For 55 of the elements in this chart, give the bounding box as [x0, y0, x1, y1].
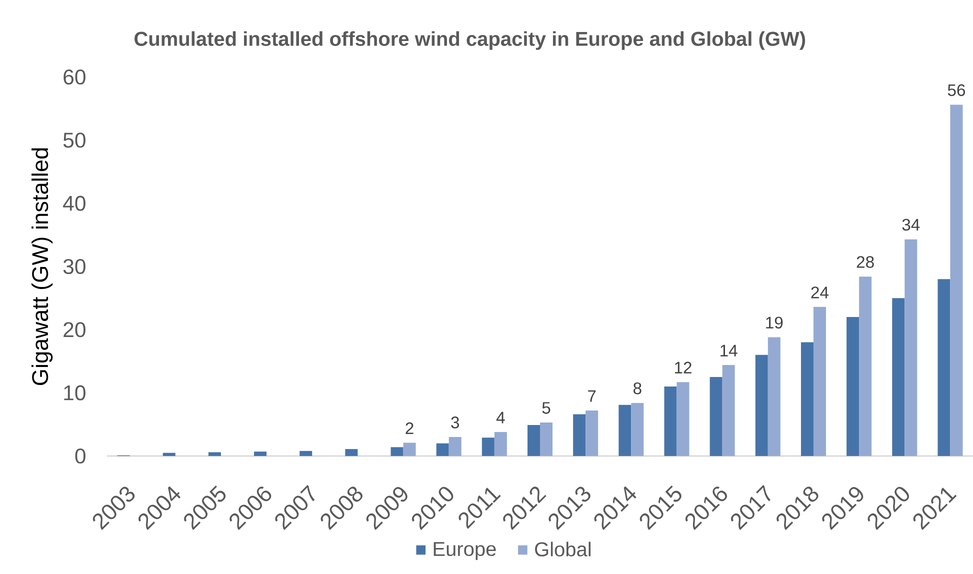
y-tick-label: 40 [63, 196, 86, 211]
bar [482, 438, 494, 456]
bar [631, 402, 644, 456]
legend-label: Europe [434, 542, 496, 560]
bar [254, 452, 267, 456]
y-tick-label: 50 [63, 132, 86, 148]
y-tick-label: 20 [64, 322, 86, 338]
bar [938, 279, 950, 456]
bar [664, 386, 677, 456]
bar [586, 410, 598, 456]
data-label: 4 [496, 412, 505, 424]
y-tick-label: 0 [75, 448, 86, 464]
bar [528, 425, 540, 456]
bar [618, 404, 632, 456]
data-label: 7 [588, 390, 596, 402]
y-tick-label: 10 [64, 385, 86, 400]
y-tick-label: 30 [63, 258, 86, 274]
data-label: 19 [766, 316, 783, 329]
bar [768, 337, 780, 456]
data-label: 34 [902, 218, 920, 231]
bar [892, 298, 905, 456]
bar [846, 317, 860, 456]
data-label: 12 [675, 362, 692, 374]
legend-label: Global [535, 542, 590, 556]
data-label: 56 [948, 84, 966, 96]
data-label: 8 [634, 382, 642, 394]
bar [813, 306, 826, 456]
bar [300, 450, 312, 456]
bar [540, 422, 553, 456]
bar [448, 437, 462, 456]
bar [390, 447, 404, 456]
bar [676, 382, 690, 456]
y-axis-title: Gigawatt (GW) installed [31, 148, 53, 386]
chart-title: Cumulated installed offshore wind capacity in Europe and Global (GW) [134, 31, 806, 50]
bar [800, 342, 814, 456]
data-label: 28 [856, 256, 874, 268]
bar [403, 442, 416, 456]
bar [722, 365, 735, 456]
y-tick-label: 60 [64, 69, 86, 85]
data-label: 5 [542, 402, 550, 414]
bar [162, 452, 176, 456]
bar [345, 449, 358, 456]
bar [755, 354, 768, 456]
bar [950, 104, 963, 456]
data-label: 14 [720, 344, 738, 356]
bar [494, 432, 507, 456]
bar [859, 276, 872, 456]
bar [436, 443, 449, 456]
bar [208, 452, 221, 456]
data-label: 2 [406, 422, 414, 434]
data-label: 3 [451, 416, 459, 428]
data-label: 24 [811, 286, 829, 298]
bar [710, 377, 722, 456]
bar [904, 239, 918, 456]
bar [573, 414, 586, 456]
